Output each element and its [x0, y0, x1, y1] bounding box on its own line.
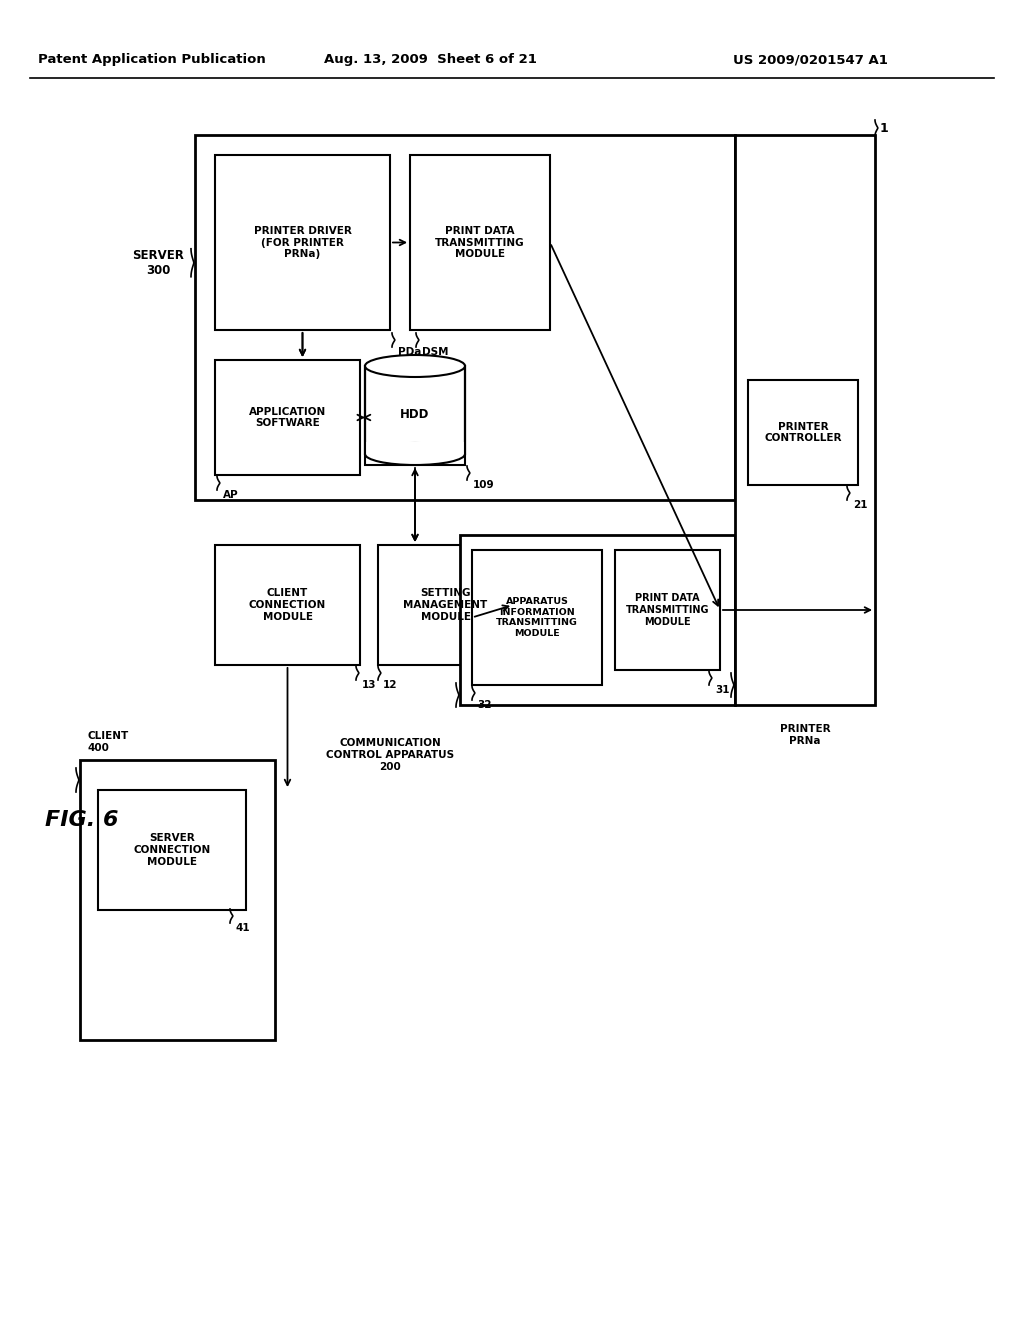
- Text: PDa: PDa: [398, 347, 421, 356]
- Bar: [215, 154, 390, 330]
- Text: SETTING
MANAGEMENT
MODULE: SETTING MANAGEMENT MODULE: [403, 589, 487, 622]
- Text: CLIENT
CONNECTION
MODULE: CLIENT CONNECTION MODULE: [249, 589, 326, 622]
- Text: 12: 12: [383, 680, 397, 690]
- Bar: [215, 360, 360, 475]
- Text: AP: AP: [223, 490, 239, 500]
- Text: APPARATUS
INFORMATION
TRANSMITTING
MODULE: APPARATUS INFORMATION TRANSMITTING MODUL…: [496, 598, 578, 638]
- Text: COMMUNICATION
CONTROL APPARATUS
200: COMMUNICATION CONTROL APPARATUS 200: [326, 738, 454, 772]
- Bar: [378, 545, 513, 665]
- Text: Patent Application Publication: Patent Application Publication: [38, 54, 266, 66]
- Ellipse shape: [365, 355, 465, 378]
- Text: PRINTER
CONTROLLER: PRINTER CONTROLLER: [764, 421, 842, 444]
- Bar: [615, 550, 720, 671]
- Text: 1: 1: [880, 121, 889, 135]
- Text: PRINT DATA
TRANSMITTING
MODULE: PRINT DATA TRANSMITTING MODULE: [626, 594, 710, 627]
- Text: PRINT DATA
TRANSMITTING
MODULE: PRINT DATA TRANSMITTING MODULE: [435, 226, 525, 259]
- Bar: [748, 380, 858, 484]
- Text: 21: 21: [853, 500, 867, 510]
- Text: US 2009/0201547 A1: US 2009/0201547 A1: [732, 54, 888, 66]
- Bar: [365, 366, 465, 465]
- Text: Aug. 13, 2009  Sheet 6 of 21: Aug. 13, 2009 Sheet 6 of 21: [324, 54, 537, 66]
- Text: PRINTER
PRNa: PRINTER PRNa: [779, 725, 830, 746]
- Bar: [364, 442, 466, 454]
- Ellipse shape: [365, 444, 465, 465]
- Bar: [410, 154, 550, 330]
- Text: 31: 31: [715, 685, 729, 696]
- Bar: [98, 789, 246, 909]
- Text: SERVER
CONNECTION
MODULE: SERVER CONNECTION MODULE: [133, 833, 211, 867]
- Bar: [215, 545, 360, 665]
- Text: 32: 32: [477, 700, 492, 710]
- Text: HDD: HDD: [400, 408, 430, 421]
- Bar: [735, 135, 874, 705]
- Text: FIG. 6: FIG. 6: [45, 810, 119, 830]
- Text: 13: 13: [362, 680, 377, 690]
- Text: APPLICATION
SOFTWARE: APPLICATION SOFTWARE: [249, 407, 326, 428]
- Text: 109: 109: [473, 480, 495, 490]
- Bar: [80, 760, 275, 1040]
- Bar: [472, 550, 602, 685]
- Text: 41: 41: [236, 923, 251, 933]
- Text: PRINTER DRIVER
(FOR PRINTER
PRNa): PRINTER DRIVER (FOR PRINTER PRNa): [254, 226, 351, 259]
- Text: CLIENT
400: CLIENT 400: [88, 731, 129, 752]
- Bar: [195, 135, 735, 500]
- Text: SERVER
300: SERVER 300: [132, 248, 184, 277]
- Bar: [460, 535, 735, 705]
- Text: DSM: DSM: [422, 347, 449, 356]
